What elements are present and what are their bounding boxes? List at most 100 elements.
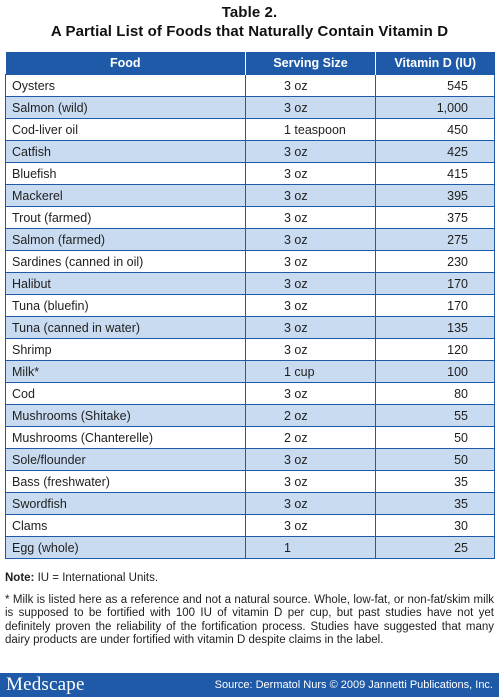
vitamin-d-cell: 35 bbox=[375, 492, 495, 515]
food-cell: Bluefish bbox=[5, 162, 246, 185]
vitamin-d-cell: 450 bbox=[375, 118, 495, 141]
serving-size-cell: 1 teaspoon bbox=[245, 118, 376, 141]
notes-section: Note: IU = International Units. * Milk i… bbox=[5, 572, 494, 648]
table-title: Table 2. A Partial List of Foods that Na… bbox=[0, 3, 499, 41]
food-cell: Tuna (canned in water) bbox=[5, 316, 246, 339]
vitamin-d-cell: 425 bbox=[375, 140, 495, 163]
serving-size-cell: 3 oz bbox=[245, 338, 376, 361]
vitamin-d-cell: 50 bbox=[375, 426, 495, 449]
vitamin-d-cell: 395 bbox=[375, 184, 495, 207]
food-cell: Clams bbox=[5, 514, 246, 537]
table-row: Mackerel 3 oz 395 bbox=[5, 184, 495, 207]
vitamin-d-cell: 545 bbox=[375, 74, 495, 97]
table-row: Tuna (bluefin) 3 oz 170 bbox=[5, 294, 495, 317]
food-cell: Bass (freshwater) bbox=[5, 470, 246, 493]
serving-size-cell: 3 oz bbox=[245, 492, 376, 515]
header-food: Food bbox=[5, 52, 246, 75]
serving-size-cell: 3 oz bbox=[245, 294, 376, 317]
table-row: Salmon (farmed) 3 oz 275 bbox=[5, 228, 495, 251]
vitamin-d-foods-table: Food Serving Size Vitamin D (IU) Oysters… bbox=[5, 52, 495, 559]
food-cell: Swordfish bbox=[5, 492, 246, 515]
food-cell: Cod-liver oil bbox=[5, 118, 246, 141]
table-row: Milk* 1 cup 100 bbox=[5, 360, 495, 383]
serving-size-cell: 1 bbox=[245, 536, 376, 559]
serving-size-cell: 2 oz bbox=[245, 426, 376, 449]
table-row: Tuna (canned in water) 3 oz 135 bbox=[5, 316, 495, 339]
table-row: Halibut 3 oz 170 bbox=[5, 272, 495, 295]
table-row: Egg (whole) 1 25 bbox=[5, 536, 495, 559]
food-cell: Sole/flounder bbox=[5, 448, 246, 471]
serving-size-cell: 3 oz bbox=[245, 184, 376, 207]
note-text: IU = International Units. bbox=[34, 572, 159, 584]
vitamin-d-cell: 120 bbox=[375, 338, 495, 361]
food-cell: Halibut bbox=[5, 272, 246, 295]
table-row: Cod-liver oil 1 teaspoon 450 bbox=[5, 118, 495, 141]
header-vitamin-d: Vitamin D (IU) bbox=[375, 52, 495, 75]
serving-size-cell: 3 oz bbox=[245, 448, 376, 471]
table-row: Salmon (wild) 3 oz 1,000 bbox=[5, 96, 495, 119]
vitamin-d-cell: 275 bbox=[375, 228, 495, 251]
vitamin-d-cell: 35 bbox=[375, 470, 495, 493]
table-row: Mushrooms (Chanterelle) 2 oz 50 bbox=[5, 426, 495, 449]
vitamin-d-cell: 230 bbox=[375, 250, 495, 273]
table-row: Trout (farmed) 3 oz 375 bbox=[5, 206, 495, 229]
table-caption: A Partial List of Foods that Naturally C… bbox=[50, 23, 449, 40]
vitamin-d-cell: 80 bbox=[375, 382, 495, 405]
vitamin-d-cell: 55 bbox=[375, 404, 495, 427]
food-cell: Mushrooms (Shitake) bbox=[5, 404, 246, 427]
vitamin-d-cell: 100 bbox=[375, 360, 495, 383]
note-label: Note: bbox=[5, 572, 35, 584]
table-row: Shrimp 3 oz 120 bbox=[5, 338, 495, 361]
food-cell: Shrimp bbox=[5, 338, 246, 361]
serving-size-cell: 3 oz bbox=[245, 272, 376, 295]
milk-footnote: * Milk is listed here as a reference and… bbox=[5, 593, 494, 647]
food-cell: Salmon (wild) bbox=[5, 96, 246, 119]
vitamin-d-cell: 50 bbox=[375, 448, 495, 471]
food-cell: Trout (farmed) bbox=[5, 206, 246, 229]
table-header-row: Food Serving Size Vitamin D (IU) bbox=[5, 52, 495, 75]
vitamin-d-cell: 415 bbox=[375, 162, 495, 185]
food-cell: Oysters bbox=[5, 74, 246, 97]
food-cell: Mushrooms (Chanterelle) bbox=[5, 426, 246, 449]
table-row: Oysters 3 oz 545 bbox=[5, 74, 495, 97]
serving-size-cell: 3 oz bbox=[245, 206, 376, 229]
serving-size-cell: 3 oz bbox=[245, 470, 376, 493]
table-row: Cod 3 oz 80 bbox=[5, 382, 495, 405]
table-row: Sole/flounder 3 oz 50 bbox=[5, 448, 495, 471]
food-cell: Sardines (canned in oil) bbox=[5, 250, 246, 273]
serving-size-cell: 3 oz bbox=[245, 96, 376, 119]
vitamin-d-cell: 1,000 bbox=[375, 96, 495, 119]
vitamin-d-cell: 170 bbox=[375, 272, 495, 295]
table-row: Swordfish 3 oz 35 bbox=[5, 492, 495, 515]
serving-size-cell: 3 oz bbox=[245, 228, 376, 251]
vitamin-d-cell: 135 bbox=[375, 316, 495, 339]
serving-size-cell: 3 oz bbox=[245, 74, 376, 97]
table-row: Mushrooms (Shitake) 2 oz 55 bbox=[5, 404, 495, 427]
table-body: Oysters 3 oz 545 Salmon (wild) 3 oz 1,000 Cod-… bbox=[5, 74, 495, 559]
food-cell: Mackerel bbox=[5, 184, 246, 207]
source-credit: Source: Dermatol Nurs © 2009 Jannetti Pu… bbox=[214, 679, 493, 691]
note-line: Note: IU = International Units. bbox=[5, 572, 494, 586]
vitamin-d-cell: 375 bbox=[375, 206, 495, 229]
serving-size-cell: 3 oz bbox=[245, 316, 376, 339]
medscape-logo: Medscape bbox=[6, 674, 85, 695]
table-number: Table 2. bbox=[221, 4, 278, 21]
table-row: Bass (freshwater) 3 oz 35 bbox=[5, 470, 495, 493]
serving-size-cell: 2 oz bbox=[245, 404, 376, 427]
table-row: Bluefish 3 oz 415 bbox=[5, 162, 495, 185]
serving-size-cell: 1 cup bbox=[245, 360, 376, 383]
serving-size-cell: 3 oz bbox=[245, 382, 376, 405]
food-cell: Salmon (farmed) bbox=[5, 228, 246, 251]
serving-size-cell: 3 oz bbox=[245, 250, 376, 273]
vitamin-d-cell: 30 bbox=[375, 514, 495, 537]
vitamin-d-cell: 170 bbox=[375, 294, 495, 317]
food-cell: Tuna (bluefin) bbox=[5, 294, 246, 317]
vitamin-d-cell: 25 bbox=[375, 536, 495, 559]
food-cell: Catfish bbox=[5, 140, 246, 163]
food-cell: Egg (whole) bbox=[5, 536, 246, 559]
food-cell: Milk* bbox=[5, 360, 246, 383]
table-row: Clams 3 oz 30 bbox=[5, 514, 495, 537]
serving-size-cell: 3 oz bbox=[245, 514, 376, 537]
serving-size-cell: 3 oz bbox=[245, 140, 376, 163]
table-row: Sardines (canned in oil) 3 oz 230 bbox=[5, 250, 495, 273]
